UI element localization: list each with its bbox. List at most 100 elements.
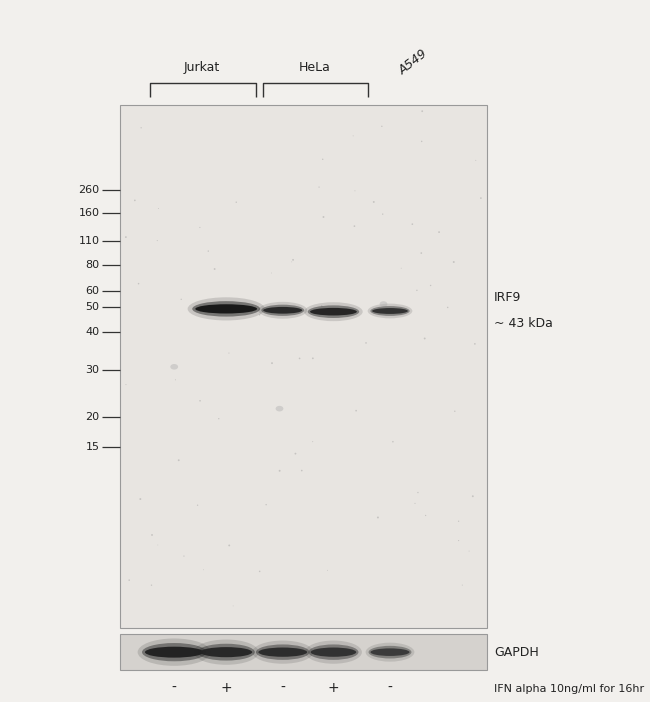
Ellipse shape xyxy=(261,305,304,316)
Ellipse shape xyxy=(138,639,211,665)
Point xyxy=(146,580,157,591)
Text: 110: 110 xyxy=(79,237,99,246)
Point xyxy=(174,455,184,466)
Point xyxy=(147,529,157,541)
Point xyxy=(378,208,388,220)
Text: HeLa: HeLa xyxy=(298,60,331,74)
Point xyxy=(417,135,427,147)
Point xyxy=(413,487,423,498)
Point xyxy=(351,405,361,416)
Text: GAPDH: GAPDH xyxy=(494,646,539,658)
Ellipse shape xyxy=(259,647,307,657)
Point xyxy=(192,500,203,511)
Text: Jurkat: Jurkat xyxy=(183,60,220,74)
Ellipse shape xyxy=(194,640,259,665)
Ellipse shape xyxy=(195,304,257,314)
Point xyxy=(454,535,464,546)
Bar xyxy=(120,634,487,670)
Text: 160: 160 xyxy=(79,208,99,218)
Point xyxy=(417,105,428,117)
Point xyxy=(448,256,459,267)
Ellipse shape xyxy=(170,364,178,369)
Point xyxy=(203,246,213,257)
Point xyxy=(294,353,305,364)
Ellipse shape xyxy=(368,303,412,318)
Ellipse shape xyxy=(370,649,410,656)
Ellipse shape xyxy=(198,644,255,661)
Point xyxy=(348,131,358,142)
Ellipse shape xyxy=(259,302,307,319)
Point xyxy=(129,194,140,206)
Point xyxy=(470,338,480,350)
Ellipse shape xyxy=(307,305,359,318)
Point xyxy=(170,374,181,385)
Point xyxy=(416,247,426,258)
Point xyxy=(124,574,135,585)
Point xyxy=(152,235,162,246)
Ellipse shape xyxy=(365,643,415,661)
Point xyxy=(307,436,318,447)
Point xyxy=(261,499,271,510)
Point xyxy=(296,465,307,476)
Text: -: - xyxy=(172,681,177,695)
Ellipse shape xyxy=(188,297,265,320)
Point xyxy=(226,303,236,314)
Point xyxy=(425,280,436,291)
Point xyxy=(266,357,277,369)
Point xyxy=(476,192,486,204)
Ellipse shape xyxy=(370,306,410,316)
Point xyxy=(450,406,460,417)
Point xyxy=(195,395,205,406)
Text: 260: 260 xyxy=(79,185,99,195)
Point xyxy=(192,304,202,315)
Point xyxy=(194,222,205,233)
Ellipse shape xyxy=(276,406,283,411)
Point xyxy=(153,203,164,214)
Ellipse shape xyxy=(304,302,363,321)
Text: IRF9: IRF9 xyxy=(494,291,521,304)
Point xyxy=(121,232,131,243)
Point xyxy=(314,182,324,193)
Point xyxy=(291,448,301,459)
Point xyxy=(361,337,371,348)
Point xyxy=(121,379,131,390)
Text: -: - xyxy=(387,681,393,695)
Ellipse shape xyxy=(252,640,313,664)
Text: 60: 60 xyxy=(85,286,99,296)
Point xyxy=(266,267,277,279)
Point xyxy=(434,227,444,238)
Text: 40: 40 xyxy=(85,326,99,337)
Point xyxy=(411,285,422,296)
Ellipse shape xyxy=(311,647,356,657)
Point xyxy=(231,197,241,208)
Text: 20: 20 xyxy=(85,412,99,422)
Point xyxy=(317,300,327,312)
Point xyxy=(396,263,406,274)
Point xyxy=(454,516,464,527)
Bar xyxy=(120,105,487,628)
Text: A549: A549 xyxy=(396,47,430,77)
Point xyxy=(209,263,220,274)
Point xyxy=(464,545,474,557)
Text: 50: 50 xyxy=(85,302,99,312)
Point xyxy=(288,254,298,265)
Point xyxy=(179,550,189,562)
Point xyxy=(369,197,379,208)
Ellipse shape xyxy=(192,301,260,317)
Point xyxy=(307,352,318,364)
Point xyxy=(317,154,328,165)
Ellipse shape xyxy=(142,643,207,661)
Point xyxy=(322,564,333,576)
Text: +: + xyxy=(328,681,339,695)
Point xyxy=(228,600,239,611)
Point xyxy=(176,293,187,305)
Point xyxy=(419,333,430,344)
Point xyxy=(410,498,420,509)
Ellipse shape xyxy=(145,647,203,658)
Point xyxy=(254,309,265,320)
Ellipse shape xyxy=(310,308,357,315)
Text: +: + xyxy=(220,681,232,695)
Text: ~ 43 kDa: ~ 43 kDa xyxy=(494,317,553,331)
Ellipse shape xyxy=(200,647,252,657)
Point xyxy=(224,540,235,551)
